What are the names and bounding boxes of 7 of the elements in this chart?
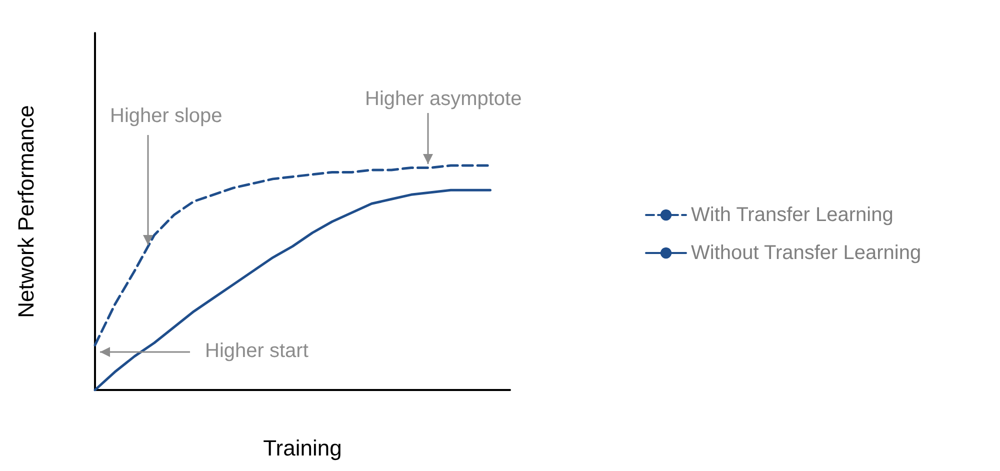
y-axis-title: Network Performance <box>14 105 38 318</box>
legend-label: Without Transfer Learning <box>691 242 922 264</box>
text: Higher asymptote <box>365 88 522 110</box>
x-axis-title: Training <box>263 436 342 460</box>
text: Higher slope <box>110 105 222 127</box>
legend-label: With Transfer Learning <box>691 204 894 226</box>
annotation: Higher start <box>205 340 309 362</box>
